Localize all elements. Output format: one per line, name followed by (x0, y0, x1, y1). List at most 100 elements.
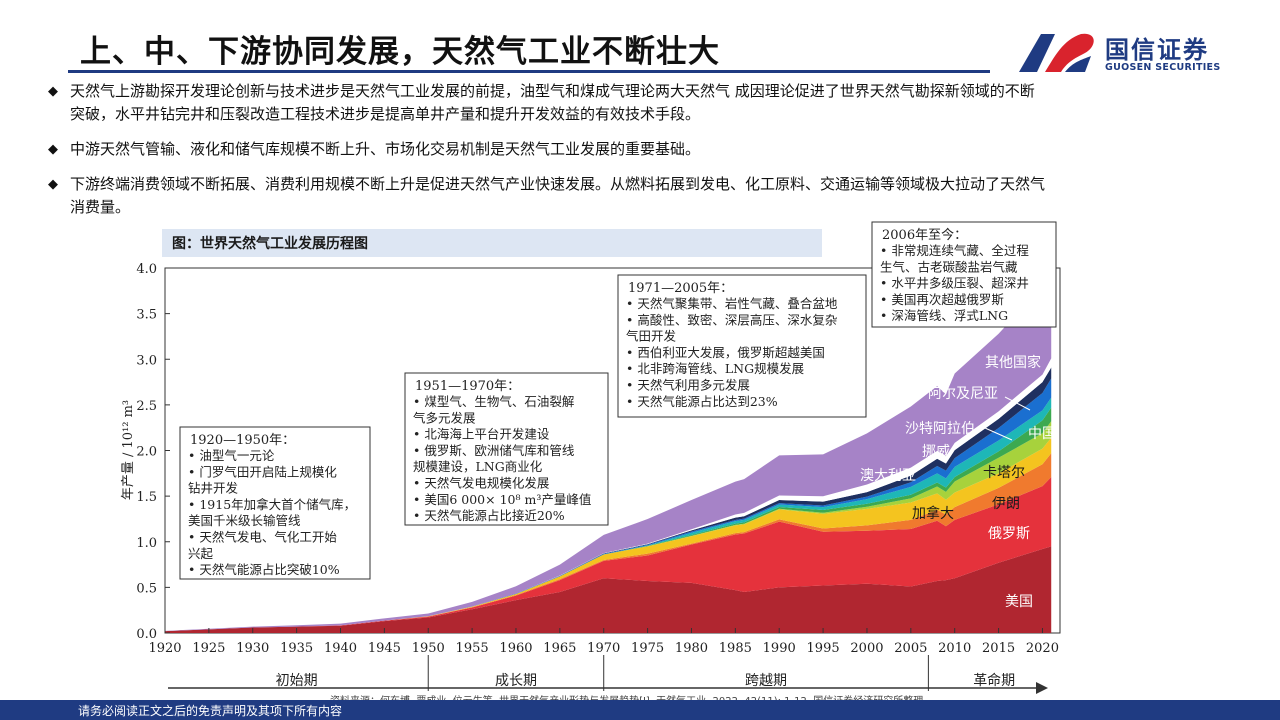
annotation-item: • 北海海上平台开发建设 (413, 427, 550, 442)
bullet-text-line: 中游天然气管输、液化和储气库规模不断上升、市场化交易机制是天然气工业发展的重要基… (70, 140, 701, 158)
y-tick-label: 1.0 (136, 536, 157, 551)
series-label: 伊朗 (992, 496, 1020, 512)
annotation-item: • 天然气聚集带、岩性气藏、叠合盆地 (626, 296, 838, 311)
annotation-item: 规模建设，LNG商业化 (413, 459, 543, 474)
bullet-text-line: 消费量。 (70, 198, 131, 216)
series-label: 加拿大 (912, 505, 954, 522)
annotation-item: 钻井开发 (188, 481, 239, 496)
annotation-item: • 俄罗斯、欧洲储气库和管线 (413, 443, 575, 458)
x-tick-label: 2000 (850, 641, 883, 656)
guosen-logo-icon (1019, 33, 1094, 72)
annotation-item: • 天然气能源占比突破10% (188, 562, 340, 577)
annotation-box (617, 274, 867, 418)
bullet-text-line: 下游终端消费领域不断拓展、消费利用规模不断上升是促进天然气产业快速发展。从燃料拓… (70, 175, 1046, 193)
annotation-item: • 高酸性、致密、深层高压、深水复杂 (626, 312, 837, 327)
period-label: 革命期 (973, 672, 1015, 689)
annotation-item: • 门罗气田开启陆上规模化 (188, 464, 337, 479)
annotation-item: • 天然气能源占比接近20% (413, 508, 565, 523)
y-tick-label: 3.0 (136, 353, 157, 368)
x-tick-label: 1970 (587, 641, 620, 656)
series-label: 俄罗斯 (988, 526, 1030, 542)
period-label: 成长期 (495, 673, 537, 689)
x-tick-label: 2010 (938, 641, 971, 656)
x-tick-label: 1940 (324, 641, 357, 656)
area-其他国家 (165, 265, 1052, 632)
series-label: 卡塔尔 (983, 465, 1025, 481)
annotation-item: 气田开发 (626, 329, 677, 344)
annotation-item: 生气、古老碳酸盐岩气藏 (880, 259, 1018, 274)
annotation-item: • 天然气发电、气化工开始 (188, 530, 337, 545)
annotation-item: • 非常规连续气藏、全过程 (880, 243, 1029, 258)
bullet-list: ◆ 天然气上游勘探开发理论创新与技术进步是天然气工业发展的前提，油型气和煤成气理… (48, 80, 1218, 231)
annotation-heading: 1920—1950年： (190, 433, 295, 448)
series-label: 其他国家 (985, 354, 1041, 371)
x-tick-label: 1930 (236, 641, 269, 656)
annotation-item: 气多元发展 (413, 410, 476, 425)
timeline-arrow-head (1036, 682, 1048, 694)
x-tick-label: 1975 (631, 641, 664, 656)
annotation-heading: 2006年至今： (882, 227, 967, 243)
logo-english-name: GUOSEN SECURITIES (1105, 62, 1221, 73)
series-label: 沙特阿拉伯 (905, 421, 975, 437)
x-tick-label: 1955 (456, 641, 489, 656)
x-tick-label: 1965 (543, 641, 576, 656)
y-tick-label: 0.0 (136, 627, 157, 642)
annotation-item: • 北非跨海管线、LNG规模发展 (626, 361, 804, 376)
y-tick-label: 0.5 (136, 581, 157, 596)
x-tick-label: 2020 (1026, 641, 1059, 656)
x-tick-label: 1935 (280, 641, 313, 656)
bullet-downstream: ◆ 下游终端消费领域不断拓展、消费利用规模不断上升是促进天然气产业快速发展。从燃… (48, 173, 1218, 219)
annotation-item: • 西伯利亚大发展，俄罗斯超越美国 (626, 345, 825, 360)
annotation-item: • 天然气发电规模化发展 (413, 476, 549, 491)
annotation-item: • 美国6 000× 10⁸ m³产量峰值 (413, 492, 591, 507)
bullet-text-line: 天然气上游勘探开发理论创新与技术进步是天然气工业发展的前提，油型气和煤成气理论两… (70, 82, 1035, 100)
period-label: 初始期 (276, 672, 318, 689)
page-title: 上、中、下游协同发展，天然气工业不断壮大 (80, 34, 720, 70)
bullet-midstream: ◆ 中游天然气管输、液化和储气库规模不断上升、市场化交易机制是天然气工业发展的重… (48, 138, 1218, 161)
x-tick-label: 1960 (499, 641, 532, 656)
annotation-box (871, 221, 1057, 328)
area-俄罗斯 (165, 476, 1052, 632)
annotation-item: • 煤型气、生物气、石油裂解 (413, 394, 574, 409)
annotation-item: • 美国再次超越俄罗斯 (880, 292, 1004, 307)
y-tick-label: 2.5 (136, 399, 157, 414)
x-tick-label: 1980 (675, 641, 708, 656)
x-tick-label: 1945 (368, 641, 401, 656)
disclaimer-text: 请务必阅读正文之后的免责声明及其项下所有内容 (78, 704, 343, 718)
guosen-logo: 国信证券 GUOSEN SECURITIES (1015, 26, 1245, 78)
diamond-bullet-icon: ◆ (48, 177, 58, 192)
annotation-item: • 天然气能源占比达到23% (626, 394, 778, 409)
chart-title-box (162, 229, 822, 257)
y-tick-label: 4.0 (136, 262, 157, 277)
annotation-item: 兴起 (188, 546, 214, 561)
annotation-item: • 1915年加拿大首个储气库， (188, 497, 356, 512)
series-label: 阿尔及尼亚 (928, 386, 998, 402)
x-tick-label: 2005 (894, 641, 927, 656)
annotation-item: • 深海管线、浮式LNG (880, 308, 1008, 323)
annotation-heading: 1971—2005年： (628, 281, 733, 296)
annotation-heading: 1951—1970年： (415, 379, 520, 394)
x-tick-label: 1995 (807, 641, 840, 656)
logo-chinese-name: 国信证券 (1105, 36, 1209, 64)
bullet-upstream: ◆ 天然气上游勘探开发理论创新与技术进步是天然气工业发展的前提，油型气和煤成气理… (48, 80, 1218, 126)
diamond-bullet-icon: ◆ (48, 142, 58, 157)
title-underline (68, 70, 990, 73)
y-axis-label: 年产量 / 10¹² m³ (121, 400, 136, 500)
y-tick-label: 1.5 (136, 490, 157, 505)
x-tick-label: 1920 (148, 641, 181, 656)
algeria-leader (1004, 396, 1031, 411)
series-label: 美国 (1005, 594, 1033, 610)
x-tick-label: 1925 (192, 641, 225, 656)
diamond-bullet-icon: ◆ (48, 84, 58, 99)
annotation-item: • 水平井多级压裂、超深井 (880, 276, 1029, 291)
annotation-item: • 天然气利用多元发展 (626, 378, 750, 393)
saudi-leader (984, 427, 1013, 441)
y-tick-label: 3.5 (136, 308, 157, 323)
annotation-item: • 油型气一元论 (188, 448, 275, 463)
annotation-box (179, 426, 371, 580)
x-tick-label: 1950 (412, 641, 445, 656)
period-label: 跨越期 (745, 673, 787, 689)
series-label: 中国 (1028, 426, 1056, 442)
chart-title: 图：世界天然气工业发展历程图 (172, 235, 368, 252)
